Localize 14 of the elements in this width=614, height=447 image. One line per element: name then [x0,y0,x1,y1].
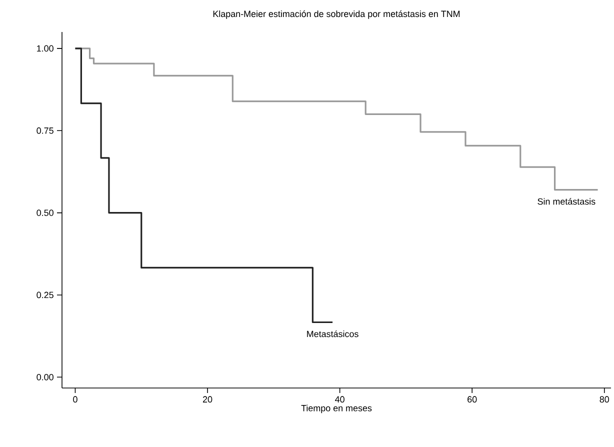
x-tick-label: 40 [335,396,344,403]
x-axis-title: Tiempo en meses [301,404,372,414]
x-tick-label: 80 [600,396,610,403]
y-tick-label: 0.75 [36,127,54,134]
series-label: Sin metástasis [538,198,596,205]
y-tick-label: 0.25 [36,292,54,298]
series-label: Metastásicos [307,330,358,338]
x-tick-label: 0 [73,396,78,403]
chart-title: Klapan-Meier estimación de sobrevida por metástasis en TNM [213,10,460,19]
y-tick-label: 1.00 [37,45,54,52]
y-tick-label: 0.00 [36,374,54,380]
x-tick-label: 20 [202,396,212,403]
x-tick-label: 60 [468,396,477,403]
y-tick-label: 0.50 [36,210,54,216]
